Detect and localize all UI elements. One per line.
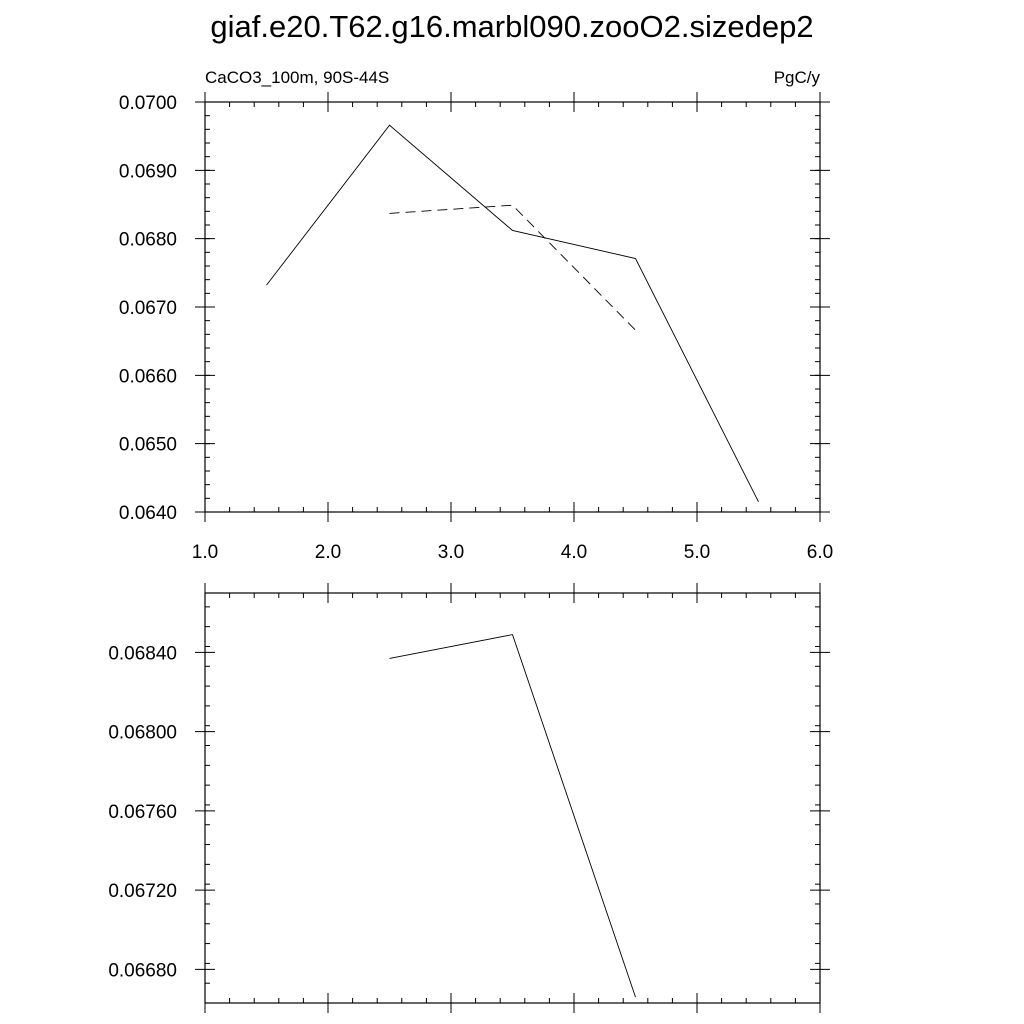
y-tick-label: 0.06680 [108,960,177,981]
y-tick-label: 0.0690 [119,161,177,182]
bottom-panel: 0.06680 0.06720 0.06760 0.06800 0.06840 [108,583,830,1013]
solid-series-line [389,634,636,998]
y-tick-label: 0.0650 [119,435,177,456]
x-tick-label: 5.0 [684,542,710,563]
top-panel: 1.0 2.0 3.0 4.0 5.0 6.0 0.0640 0.0650 0.0660 0.06… [119,68,833,563]
y-tick-label: 0.0700 [119,93,177,114]
y-tick-label: 0.06840 [108,643,177,664]
x-tick-label: 3.0 [438,542,464,563]
figure-title: giaf.e20.T62.g16.marbl090.zooO2.sizedep2 [210,9,813,44]
y-tick-label: 0.06720 [108,881,177,902]
y-tick-label: 0.06800 [108,723,177,744]
plot-frame [204,101,821,513]
units-label: PgC/y [774,68,821,87]
variable-region-label: CaCO3_100m, 90S-44S [205,68,389,87]
x-tick-label: 1.0 [192,542,218,563]
y-tick-label: 0.06760 [108,802,177,823]
y-tick-label: 0.0680 [119,230,177,251]
x-tick-label: 2.0 [315,542,341,563]
y-tick-label: 0.0640 [119,503,177,524]
y-tick-label: 0.0670 [119,298,177,319]
plot-frame [204,592,821,1004]
dashed-series-line [389,204,636,331]
x-tick-label: 4.0 [561,542,587,563]
solid-series-line [266,124,759,503]
x-tick-label: 6.0 [807,542,833,563]
y-tick-label: 0.0660 [119,366,177,387]
